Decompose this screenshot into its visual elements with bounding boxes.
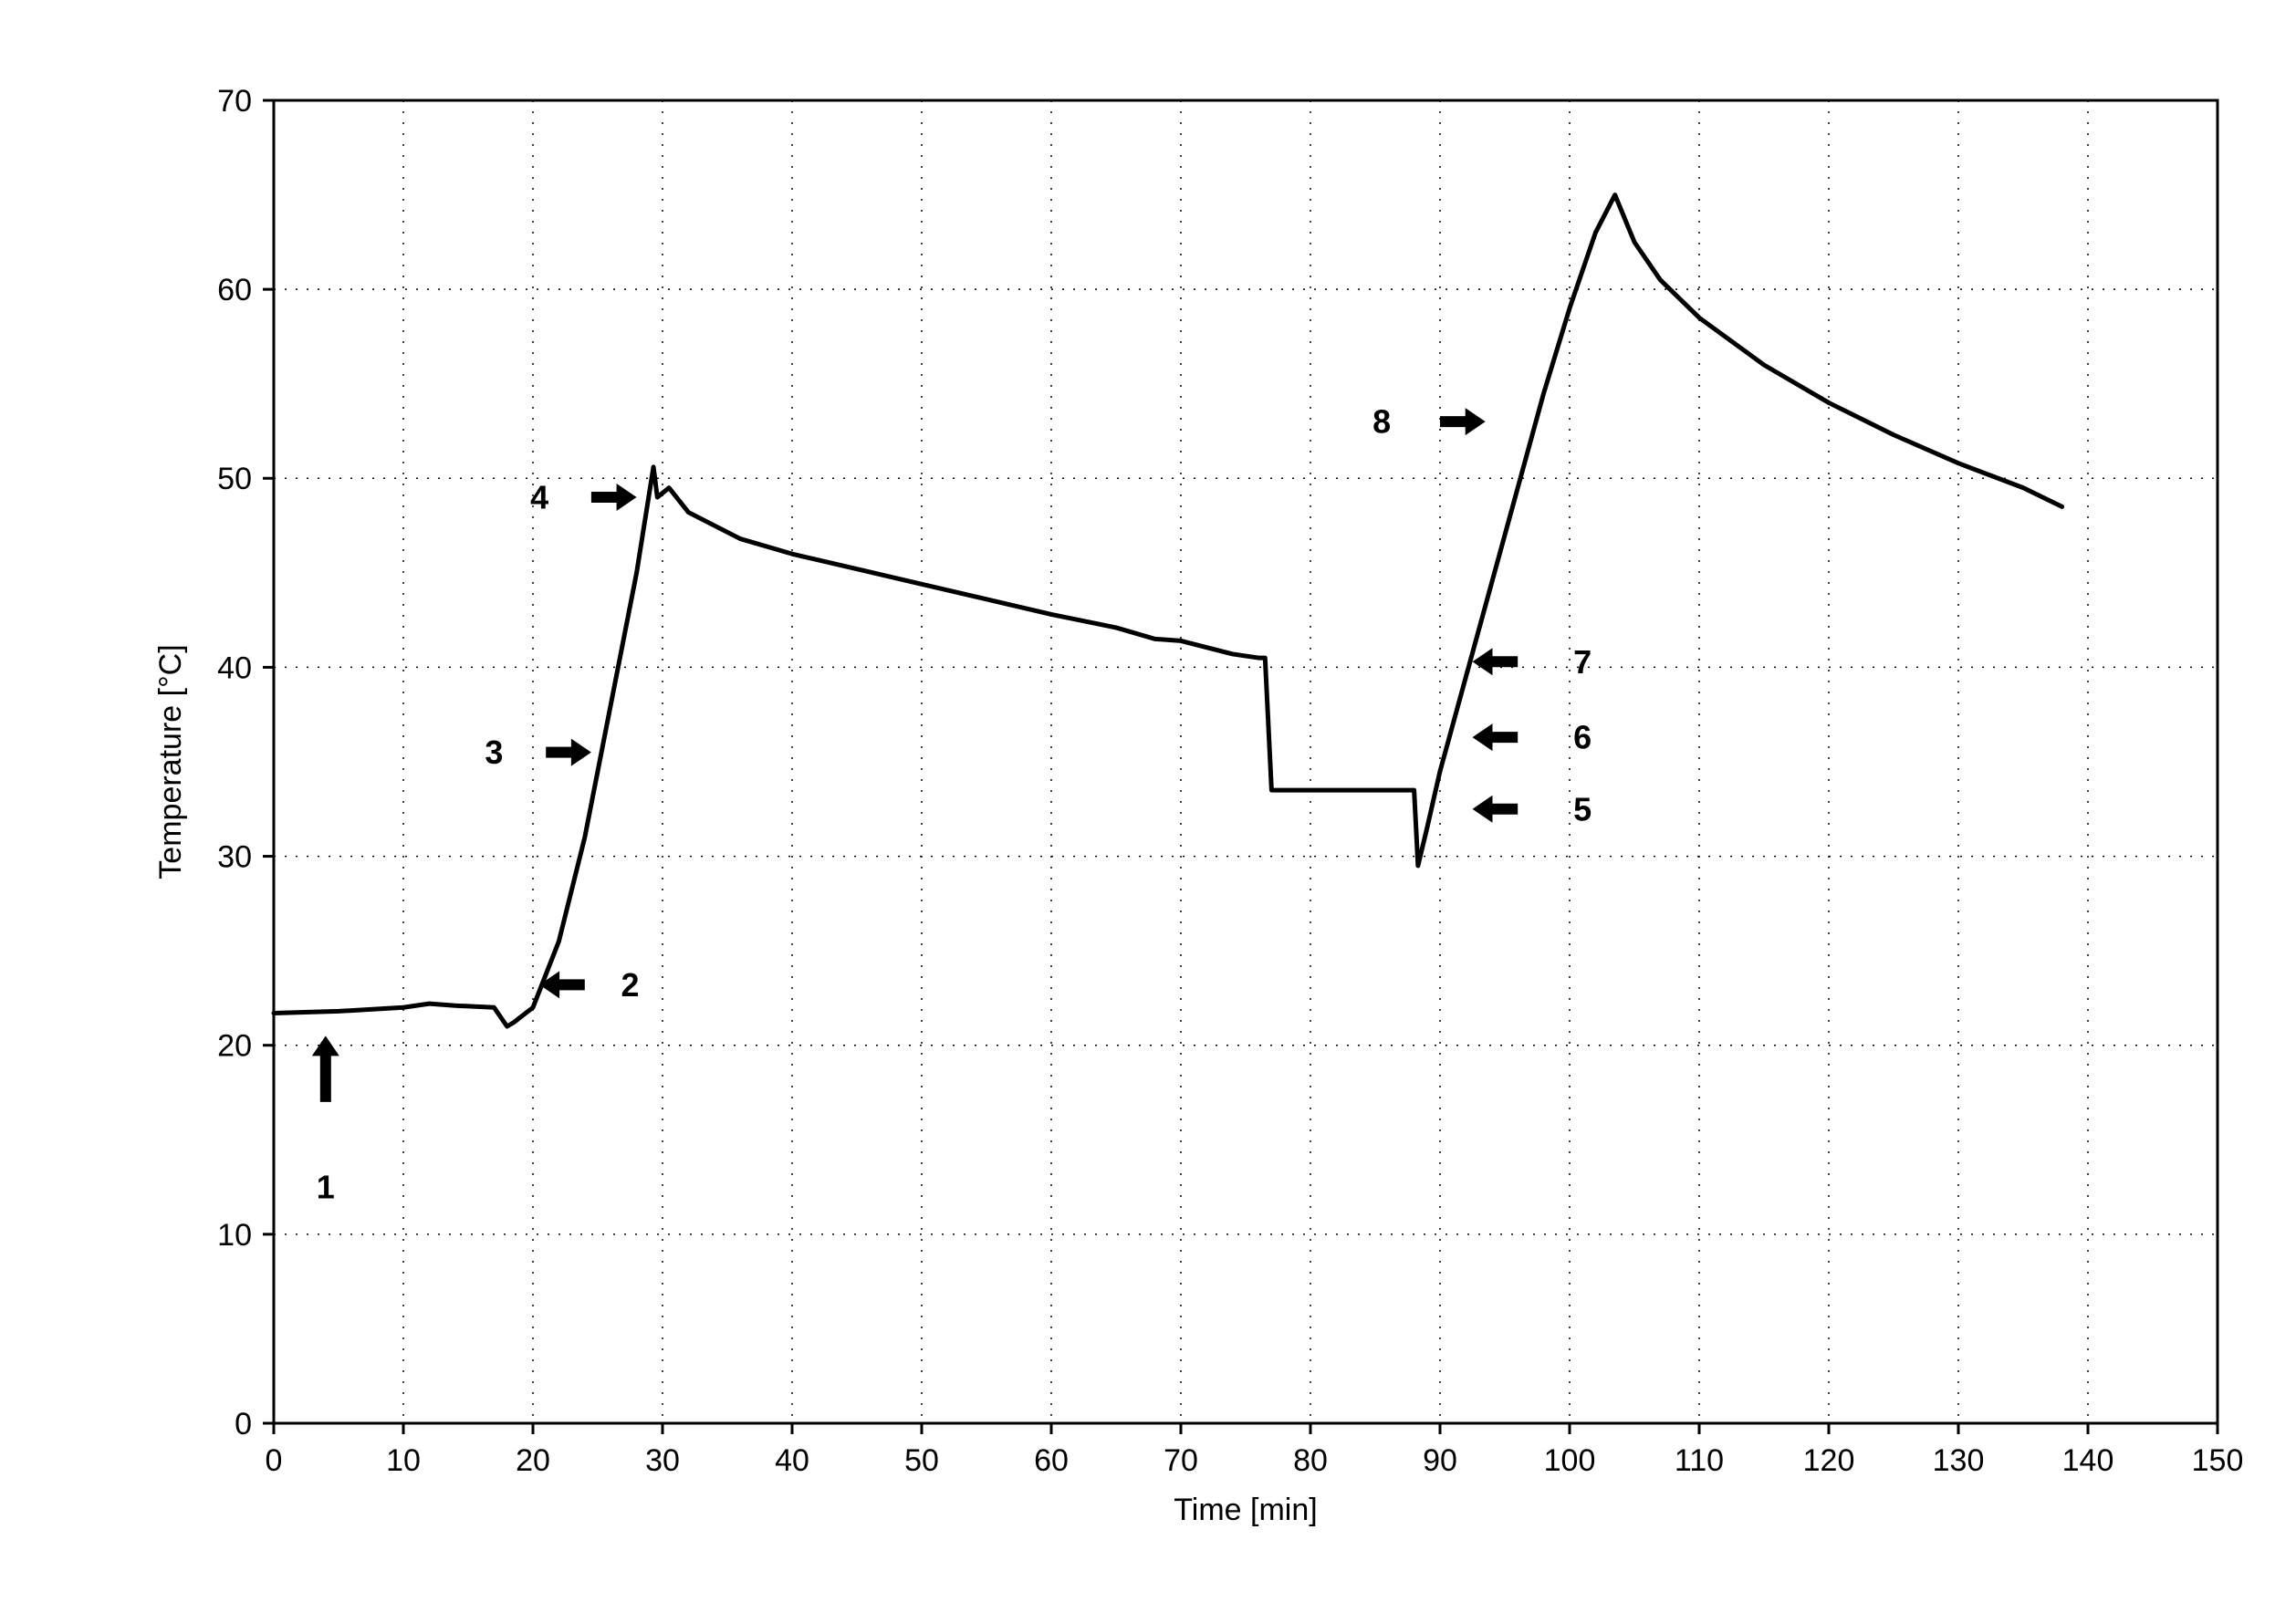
y-tick-label: 20 [217, 1029, 252, 1064]
x-tick-label: 20 [516, 1443, 550, 1478]
x-tick-label: 0 [266, 1443, 283, 1478]
x-tick-label: 120 [1803, 1443, 1855, 1478]
x-tick-label: 30 [645, 1443, 680, 1478]
x-tick-label: 150 [2192, 1443, 2244, 1478]
y-tick-label: 40 [217, 650, 252, 685]
y-tick-label: 10 [217, 1218, 252, 1253]
chart-bg [0, 0, 2296, 1613]
x-tick-label: 10 [386, 1443, 421, 1478]
y-tick-label: 60 [217, 273, 252, 307]
x-tick-label: 70 [1164, 1443, 1198, 1478]
annotation-label-6: 6 [1573, 719, 1592, 756]
temperature-time-chart: 0102030405060708090100110120130140150010… [0, 0, 2296, 1613]
annotation-label-2: 2 [621, 966, 639, 1004]
y-axis-label: Temperature [°C] [153, 644, 188, 879]
chart-svg: 0102030405060708090100110120130140150010… [0, 0, 2296, 1613]
x-tick-label: 100 [1544, 1443, 1596, 1478]
y-tick-label: 50 [217, 462, 252, 496]
x-tick-label: 50 [904, 1443, 939, 1478]
x-tick-label: 60 [1034, 1443, 1069, 1478]
annotation-label-4: 4 [530, 479, 548, 516]
x-tick-label: 110 [1675, 1443, 1724, 1478]
x-tick-label: 90 [1423, 1443, 1457, 1478]
x-axis-label: Time [min] [1174, 1493, 1317, 1527]
x-tick-label: 40 [775, 1443, 809, 1478]
x-tick-label: 140 [2062, 1443, 2114, 1478]
y-tick-label: 30 [217, 839, 252, 874]
x-tick-label: 130 [1933, 1443, 1985, 1478]
x-tick-label: 80 [1293, 1443, 1328, 1478]
annotation-label-7: 7 [1573, 643, 1592, 681]
annotation-label-1: 1 [317, 1169, 335, 1206]
y-tick-label: 0 [235, 1407, 252, 1441]
annotation-label-3: 3 [485, 734, 503, 771]
annotation-label-8: 8 [1372, 403, 1391, 441]
y-tick-label: 70 [217, 84, 252, 119]
annotation-label-5: 5 [1573, 790, 1592, 827]
